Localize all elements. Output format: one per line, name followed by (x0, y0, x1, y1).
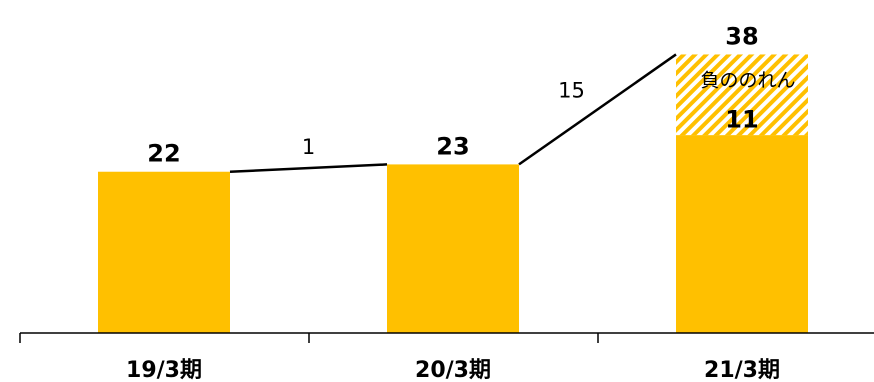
difference-label: 15 (558, 78, 585, 102)
bar-20/3期 (387, 164, 519, 333)
x-tick-label-21/3期: 21/3期 (704, 358, 780, 382)
bar-21/3期 (676, 135, 808, 333)
x-tick-label-19/3期: 19/3期 (126, 358, 202, 382)
difference-label: 1 (302, 135, 315, 159)
bar-segment-負ののれん (676, 54, 808, 136)
bar-value-label-19/3期: 22 (147, 140, 180, 168)
bar-value-label-21/3期: 38 (725, 22, 758, 50)
connector-line-20/3期-21/3期 (518, 53, 677, 166)
bar-value-label-20/3期: 23 (436, 132, 469, 160)
bar-19/3期 (98, 171, 230, 333)
connector-line-19/3期-20/3期 (229, 163, 388, 173)
segment-name-label: 負ののれん (700, 69, 795, 91)
x-tick-label-20/3期: 20/3期 (415, 358, 491, 382)
segment-value-label: 11 (725, 105, 758, 133)
